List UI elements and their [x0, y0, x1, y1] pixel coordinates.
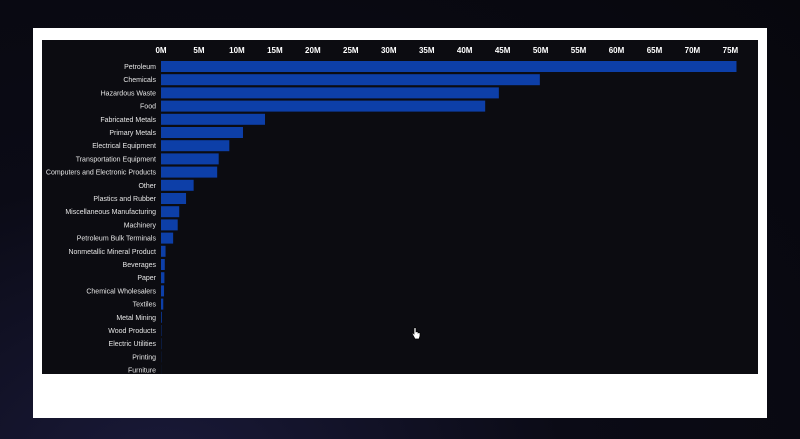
bar[interactable] [161, 113, 266, 125]
bar[interactable] [161, 206, 180, 218]
category-label: Electrical Equipment [92, 143, 156, 150]
x-tick-label: 20M [305, 46, 321, 55]
x-tick-label: 15M [267, 46, 283, 55]
bar[interactable] [161, 87, 499, 99]
category-label: Nonmetallic Mineral Product [68, 249, 156, 256]
bar[interactable] [161, 298, 164, 310]
x-tick-label: 65M [647, 46, 663, 55]
category-label: Petroleum [124, 64, 156, 71]
bar-chart: 0M 5M 10M 15M 20M 25M 30M 35M 40M 45M 50M 55M 60M 65M… [46, 46, 739, 374]
category-label: Transportation Equipment [76, 156, 156, 163]
category-label: Beverages [123, 262, 157, 269]
category-label: Textiles [133, 302, 157, 309]
bar[interactable] [161, 61, 737, 72]
bar[interactable] [161, 219, 178, 231]
category-label: Primary Metals [109, 130, 156, 137]
x-tick-label: 25M [343, 46, 359, 55]
bar[interactable] [161, 179, 194, 191]
chart-plot-area: 0M 5M 10M 15M 20M 25M 30M 35M 40M 45M 50M 55M 60M 65M… [42, 40, 758, 374]
hand-cursor-icon [411, 327, 421, 340]
category-label: Computers and Electronic Products [46, 170, 157, 177]
category-label: Electric Utilities [109, 341, 157, 348]
x-tick-label: 30M [381, 46, 397, 55]
bar[interactable] [161, 245, 166, 257]
x-tick-label: 75M [723, 46, 739, 55]
bar[interactable] [161, 127, 243, 138]
category-label: Furniture [128, 368, 156, 374]
bar[interactable] [161, 153, 219, 165]
category-label: Printing [132, 354, 156, 361]
category-label: Plastics and Rubber [93, 196, 156, 203]
x-tick-label: 40M [457, 46, 473, 55]
x-tick-label: 55M [571, 46, 587, 55]
category-label: Machinery [124, 222, 157, 229]
category-label: Paper [137, 275, 156, 282]
bar[interactable] [161, 166, 218, 178]
bar[interactable] [161, 259, 165, 270]
bar[interactable] [161, 74, 540, 86]
category-label: Wood Products [108, 328, 156, 335]
category-label: Miscellaneous Manufacturing [65, 209, 156, 216]
bar[interactable] [161, 285, 165, 297]
bar[interactable] [161, 193, 187, 204]
x-tick-label: 0M [155, 46, 166, 55]
category-label: Fabricated Metals [100, 117, 156, 124]
x-tick-label: 35M [419, 46, 435, 55]
bar[interactable] [161, 311, 162, 323]
category-label: Chemicals [123, 77, 156, 84]
category-label: Chemical Wholesalers [86, 288, 156, 295]
x-tick-label: 50M [533, 46, 549, 55]
x-tick-label: 5M [193, 46, 204, 55]
x-tick-label: 70M [685, 46, 701, 55]
bar[interactable] [161, 140, 230, 152]
category-label: Petroleum Bulk Terminals [77, 236, 157, 243]
x-tick-label: 60M [609, 46, 625, 55]
bar[interactable] [161, 232, 174, 244]
bar[interactable] [161, 272, 165, 284]
x-tick-label: 45M [495, 46, 511, 55]
category-label: Food [140, 104, 156, 111]
category-label: Hazardous Waste [101, 90, 156, 97]
x-tick-label: 10M [229, 46, 245, 55]
category-label: Other [138, 183, 156, 190]
category-label: Metal Mining [116, 315, 156, 322]
bar[interactable] [161, 100, 486, 112]
